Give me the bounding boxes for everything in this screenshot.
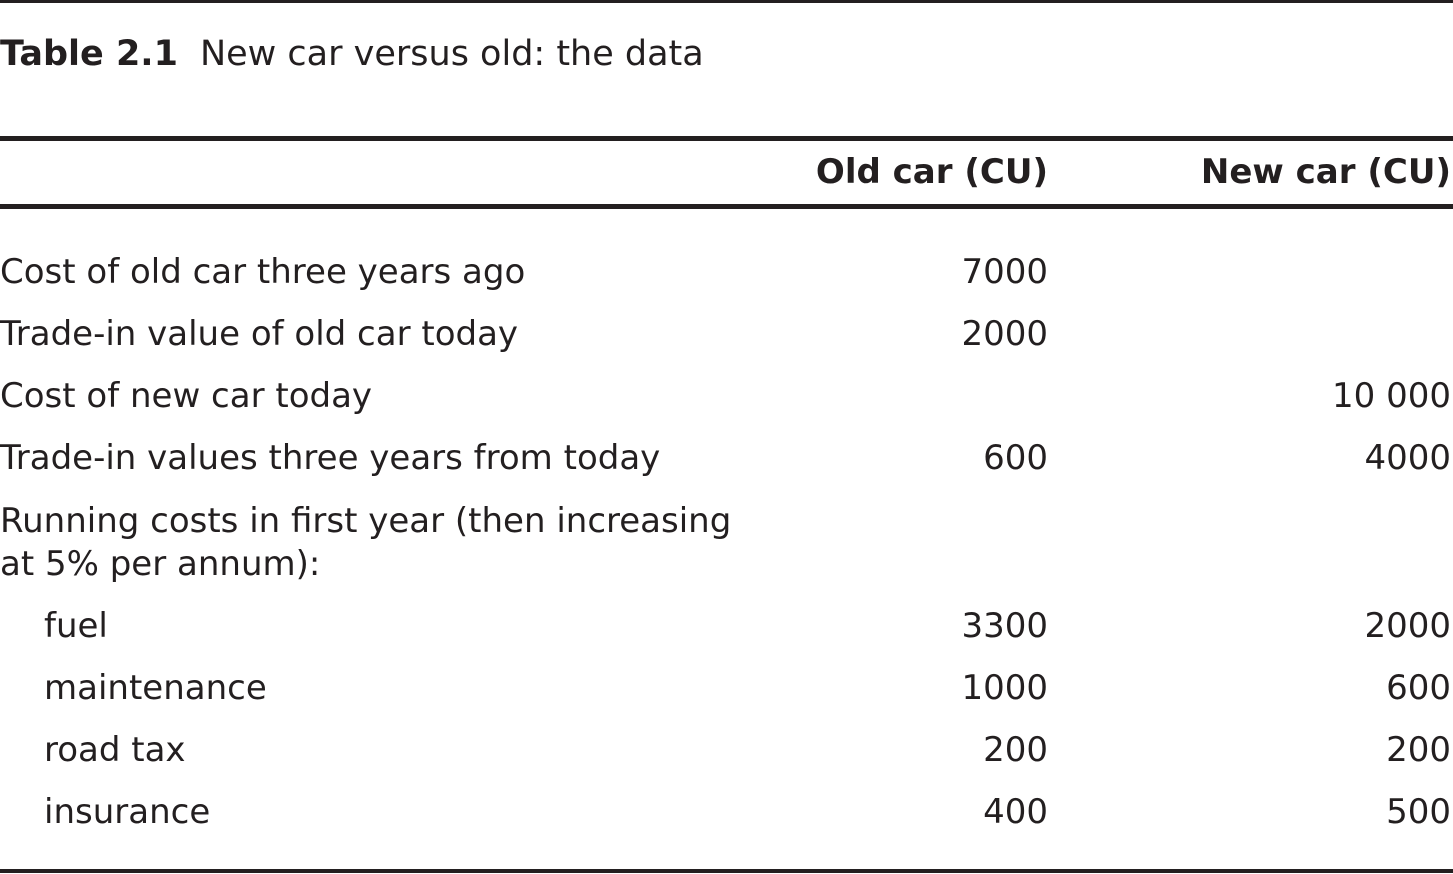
old-car-value: 200 [983,730,1048,770]
bottom-rule [0,869,1453,873]
old-car-value: 1000 [961,668,1048,708]
column-header-new-car: New car (CU) [1200,152,1451,192]
header-bottom-rule [0,204,1453,209]
new-car-value: 2000 [1364,606,1451,646]
table-caption: Table 2.1 New car versus old: the data [0,32,704,76]
new-car-value: 10 000 [1332,376,1451,416]
top-rule [0,0,1453,3]
row-label: Trade-in values three years from today [0,438,661,478]
row-label: fuel [44,606,108,646]
row-label: at 5% per annum): [0,544,321,584]
header-top-rule [0,136,1453,141]
new-car-value: 500 [1386,792,1451,832]
old-car-value: 400 [983,792,1048,832]
row-label: Running costs in first year (then increa… [0,501,732,541]
table-number: Table 2.1 [0,34,178,74]
old-car-value: 7000 [961,252,1048,292]
old-car-value: 3300 [961,606,1048,646]
old-car-value: 600 [983,438,1048,478]
column-header-old-car: Old car (CU) [815,152,1048,192]
new-car-value: 600 [1386,668,1451,708]
new-car-value: 4000 [1364,438,1451,478]
new-car-value: 200 [1386,730,1451,770]
row-label: Cost of new car today [0,376,373,416]
row-label: maintenance [44,668,267,708]
old-car-value: 2000 [961,314,1048,354]
row-label: insurance [44,792,211,832]
row-label: Cost of old car three years ago [0,252,526,292]
table-title: New car versus old: the data [199,34,704,74]
row-label: Trade-in value of old car today [0,314,519,354]
row-label: road tax [44,730,186,770]
